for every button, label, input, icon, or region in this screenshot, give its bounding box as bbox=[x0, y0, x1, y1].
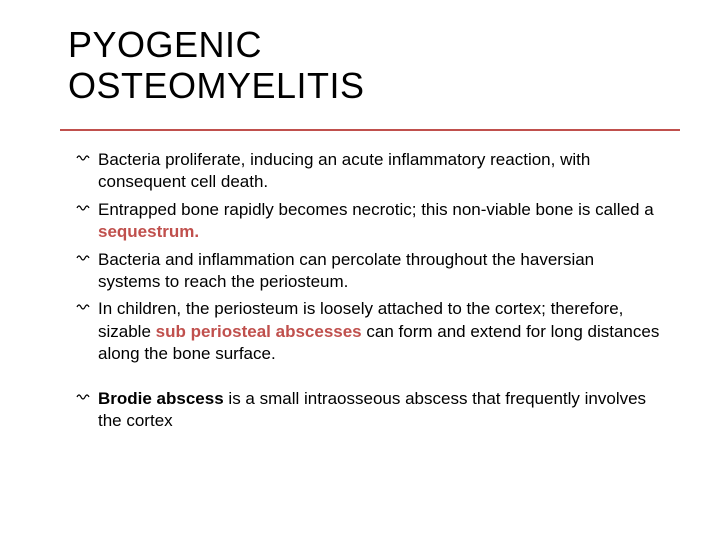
bullet-item: Brodie abscess is a small intraosseous a… bbox=[76, 388, 660, 433]
slide-container: PYOGENIC OSTEOMYELITIS Bacteria prolifer… bbox=[0, 0, 720, 540]
slide-title: PYOGENIC OSTEOMYELITIS bbox=[68, 24, 660, 107]
bold-term: sub periosteal abscesses bbox=[156, 322, 362, 341]
curlicue-icon bbox=[76, 392, 90, 402]
bold-term: sequestrum. bbox=[98, 222, 199, 241]
bullet-item: In children, the periosteum is loosely a… bbox=[76, 298, 660, 365]
curlicue-icon bbox=[76, 302, 90, 312]
bullet-item: Bacteria proliferate, inducing an acute … bbox=[76, 149, 660, 194]
bullet-text: Bacteria proliferate, inducing an acute … bbox=[98, 150, 590, 191]
bullet-item: Entrapped bone rapidly becomes necrotic;… bbox=[76, 199, 660, 244]
curlicue-icon bbox=[76, 253, 90, 263]
title-line-1: PYOGENIC bbox=[68, 24, 262, 65]
bullet-text: Bacteria and inflammation can percolate … bbox=[98, 250, 594, 291]
bullet-item: Bacteria and inflammation can percolate … bbox=[76, 249, 660, 294]
curlicue-icon bbox=[76, 153, 90, 163]
title-line-2: OSTEOMYELITIS bbox=[68, 65, 365, 106]
bullet-text: Entrapped bone rapidly becomes necrotic;… bbox=[98, 200, 654, 219]
bullet-list: Bacteria proliferate, inducing an acute … bbox=[76, 149, 660, 433]
title-underline bbox=[60, 129, 680, 131]
bold-term-black: Brodie abscess bbox=[98, 389, 224, 408]
curlicue-icon bbox=[76, 203, 90, 213]
